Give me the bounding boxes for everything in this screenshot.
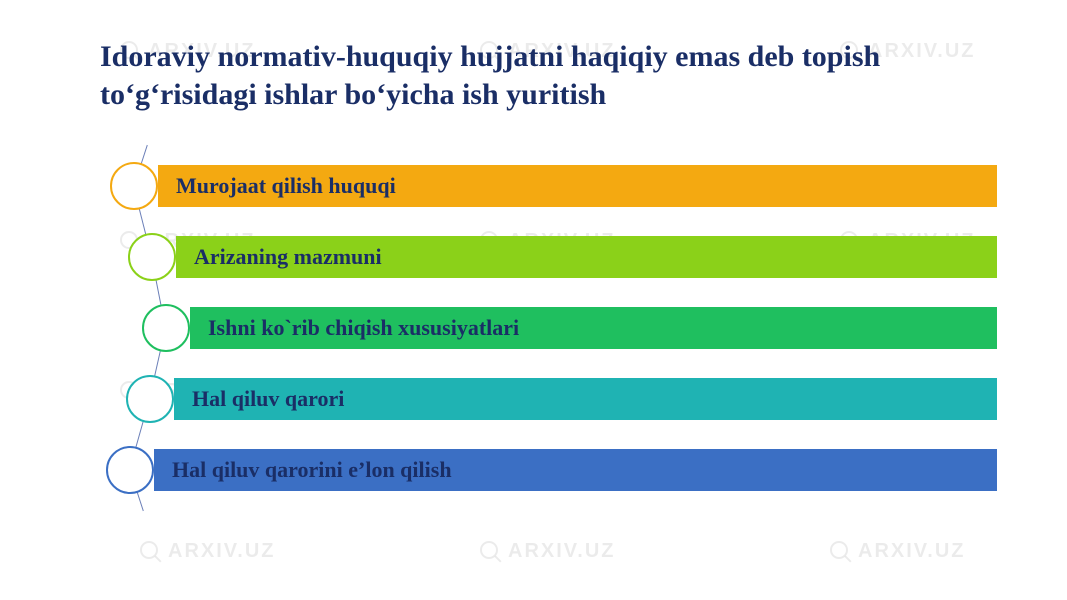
item-circle <box>106 446 154 494</box>
item-bar: Hal qiluv qarori <box>174 378 997 420</box>
magnifier-icon <box>830 541 852 563</box>
watermark: ARXIV.UZ <box>480 540 616 563</box>
item-circle <box>110 162 158 210</box>
watermark-text: ARXIV.UZ <box>168 540 276 563</box>
item-circle <box>142 304 190 352</box>
agenda-list: Murojaat qilish huquqi Arizaning mazmuni I… <box>100 165 997 491</box>
watermark-text: ARXIV.UZ <box>858 540 966 563</box>
watermark: ARXIV.UZ <box>830 540 966 563</box>
list-item: Arizaning mazmuni <box>100 236 997 278</box>
list-item: Hal qiluv qarorini e’lon qilish <box>100 449 997 491</box>
connector-tail-bottom <box>136 490 144 511</box>
item-label: Murojaat qilish huquqi <box>176 173 396 199</box>
item-bar: Ishni ko`rib chiqish xususiyatlari <box>190 307 997 349</box>
list-item: Murojaat qilish huquqi <box>100 165 997 207</box>
magnifier-icon <box>140 541 162 563</box>
list-item: Hal qiluv qarori <box>100 378 997 420</box>
item-label: Arizaning mazmuni <box>194 244 382 270</box>
item-bar: Murojaat qilish huquqi <box>158 165 997 207</box>
magnifier-icon <box>480 541 502 563</box>
watermark-text: ARXIV.UZ <box>508 540 616 563</box>
item-circle <box>126 375 174 423</box>
item-circle <box>128 233 176 281</box>
list-item: Ishni ko`rib chiqish xususiyatlari <box>100 307 997 349</box>
item-label: Ishni ko`rib chiqish xususiyatlari <box>208 315 519 341</box>
slide-title: Idoraviy normativ-huquqiy hujjatni haqiq… <box>100 38 967 113</box>
item-bar: Arizaning mazmuni <box>176 236 997 278</box>
item-label: Hal qiluv qarorini e’lon qilish <box>172 457 452 483</box>
watermark: ARXIV.UZ <box>140 540 276 563</box>
item-label: Hal qiluv qarori <box>192 386 344 412</box>
item-bar: Hal qiluv qarorini e’lon qilish <box>154 449 997 491</box>
